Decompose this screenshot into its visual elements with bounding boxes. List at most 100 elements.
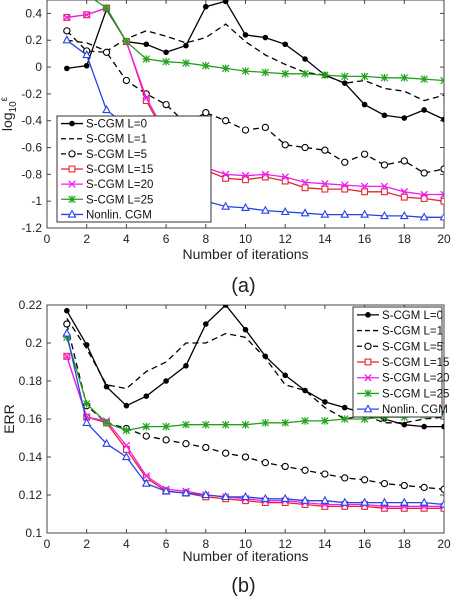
data-point <box>142 422 151 431</box>
data-point <box>341 80 348 86</box>
legend-marker <box>68 150 76 158</box>
data-point <box>322 399 328 405</box>
x-tick-label: 12 <box>279 537 293 551</box>
legend: S-CGM L=0 S-CGM L=1 S-CGM L=5 S-CGM L=15 S-C… <box>352 306 449 418</box>
data-point <box>281 69 289 78</box>
data-point <box>82 50 92 59</box>
legend-entry: S-CGM L=0 <box>86 119 147 131</box>
legend-marker <box>364 389 372 398</box>
data-point <box>440 190 444 199</box>
data-point <box>380 161 389 169</box>
chart-panel-b: 0 2 4 6 8 10 12 14 16 18 20 0.1 0.12 0.14 0.16 0.18 0.2 0… <box>1 298 451 597</box>
series-line <box>66 0 444 120</box>
data-point <box>321 71 329 79</box>
legend-entry: S-CGM L=1 <box>86 134 147 146</box>
data-point <box>102 438 111 447</box>
data-point <box>301 143 309 152</box>
x-tick-label: 16 <box>358 232 372 246</box>
data-point <box>420 483 428 492</box>
series-s-cgm-l-25 <box>93 0 444 85</box>
series-line <box>66 23 444 102</box>
data-point <box>261 170 270 179</box>
series-line <box>66 317 444 424</box>
data-point <box>321 417 329 425</box>
x-tick-label: 20 <box>437 537 451 551</box>
x-tick-label: 4 <box>123 232 130 246</box>
legend-marker <box>69 120 75 127</box>
legend-marker <box>68 195 76 204</box>
data-point <box>439 212 444 221</box>
data-point <box>203 321 209 327</box>
data-point <box>242 326 249 333</box>
legend-marker <box>364 358 372 366</box>
data-point <box>361 101 368 108</box>
data-point <box>420 169 428 177</box>
legend-entry: S-CGM L=15 <box>86 164 153 176</box>
data-point <box>340 497 350 506</box>
data-point <box>222 174 230 182</box>
data-point <box>222 305 229 308</box>
data-point <box>400 193 408 201</box>
legend-entry: S-CGM L=15 <box>382 357 449 369</box>
data-point <box>221 117 230 125</box>
data-point <box>380 182 389 191</box>
y-tick-label: 0.12 <box>19 488 43 502</box>
data-point <box>441 116 444 123</box>
series-line <box>66 30 444 174</box>
y-tick-label: -0.8 <box>21 167 42 181</box>
data-point <box>162 436 170 444</box>
data-point <box>320 209 330 218</box>
data-point <box>241 67 250 75</box>
x-tick-label: 6 <box>163 232 170 246</box>
data-point <box>439 499 444 508</box>
x-axis-label: Number of iterations <box>182 548 308 564</box>
x-tick-label: 0 <box>44 537 51 551</box>
data-point <box>340 415 349 423</box>
x-tick-label: 10 <box>239 232 253 246</box>
data-point <box>82 400 91 408</box>
data-point <box>241 202 250 212</box>
data-point <box>203 3 209 10</box>
legend-entry: S-CGM L=5 <box>382 341 443 353</box>
data-point <box>360 476 369 484</box>
data-point <box>142 432 150 440</box>
data-point <box>321 470 329 478</box>
data-point <box>381 112 388 119</box>
data-point <box>162 57 170 66</box>
x-tick-label: 20 <box>437 232 451 246</box>
data-point <box>182 440 190 448</box>
data-point <box>261 123 269 132</box>
data-point <box>63 27 71 35</box>
panel-label: (a) <box>231 275 255 297</box>
data-point <box>360 150 369 158</box>
data-point <box>360 182 369 191</box>
data-point <box>241 126 250 134</box>
data-point <box>360 209 370 218</box>
data-point <box>321 185 329 193</box>
data-point <box>440 485 444 493</box>
data-point <box>320 495 330 504</box>
data-point <box>399 210 409 220</box>
data-point <box>102 419 111 427</box>
y-tick-label: 0.2 <box>25 33 42 47</box>
data-point <box>419 497 429 506</box>
data-point <box>241 171 250 180</box>
legend-entry: S-CGM L=25 <box>86 194 153 206</box>
data-point <box>122 426 131 435</box>
data-point <box>300 208 310 217</box>
data-point <box>262 34 269 41</box>
data-point <box>102 4 111 12</box>
data-point <box>242 32 249 38</box>
data-point <box>102 48 111 56</box>
series-s-cgm-l-5 <box>63 27 444 177</box>
data-point <box>241 420 250 429</box>
legend-entry: S-CGM L=5 <box>86 149 147 161</box>
data-point <box>181 488 191 497</box>
data-point <box>380 497 389 506</box>
legend-marker <box>67 209 77 218</box>
data-point <box>282 372 289 379</box>
data-point <box>260 205 270 214</box>
data-point <box>241 491 250 501</box>
data-point <box>301 178 309 187</box>
data-point <box>103 383 110 390</box>
